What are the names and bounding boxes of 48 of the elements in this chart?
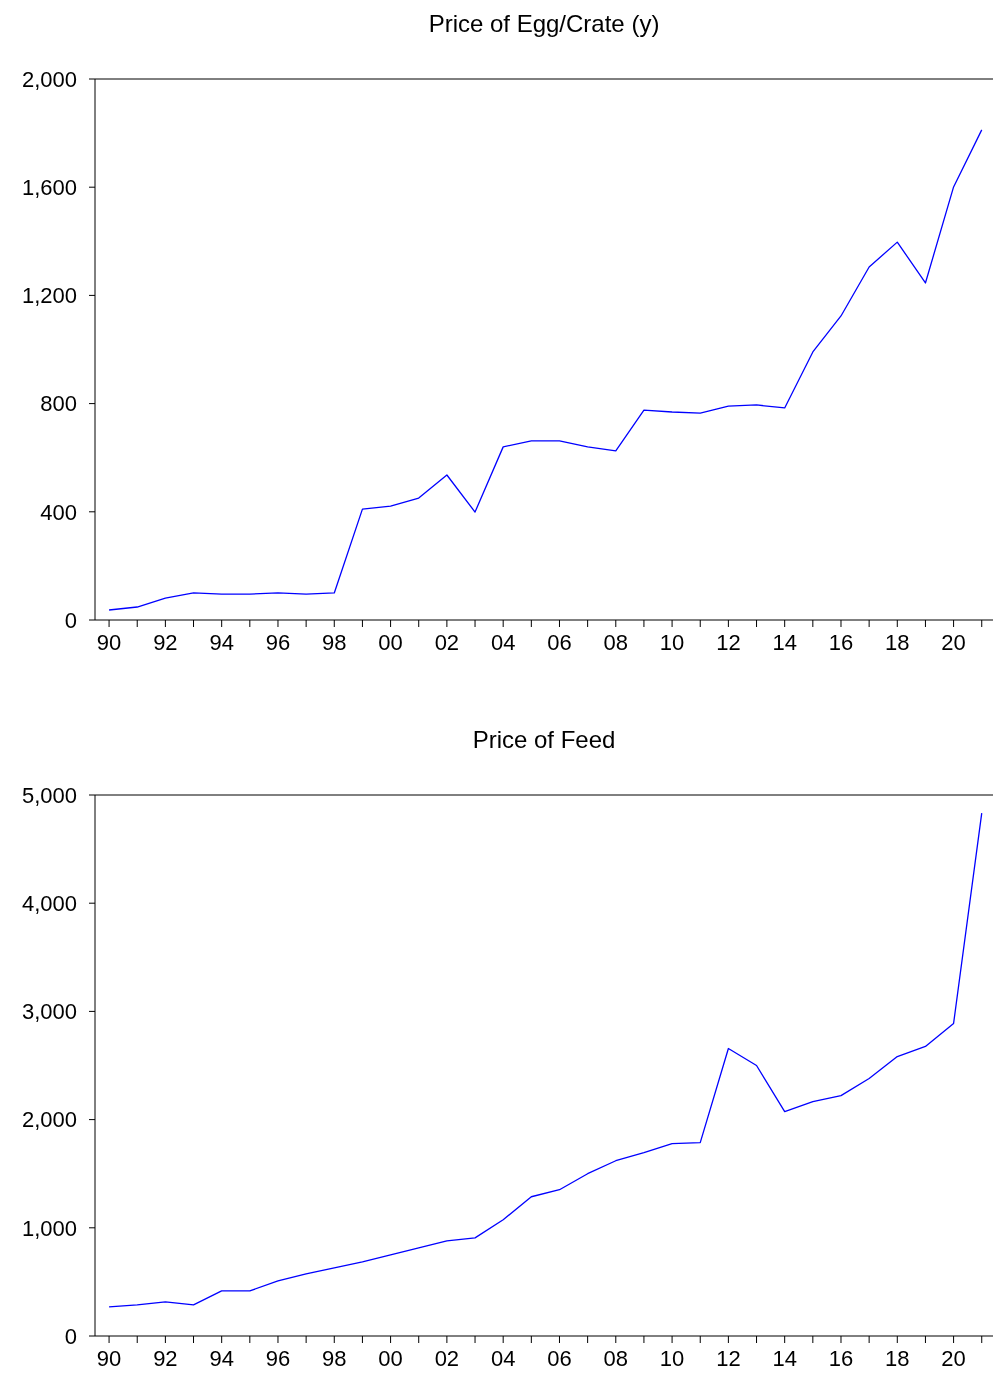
x-tick-label: 20 [941, 630, 966, 655]
line-series [108, 129, 983, 611]
line-series [108, 812, 983, 1308]
y-tick-label: 1,000 [21, 1215, 77, 1241]
x-tick-label: 12 [716, 630, 741, 655]
x-tick-label: 14 [772, 630, 797, 655]
x-tick-label: 06 [547, 630, 572, 655]
chart-title: Price of Egg/Crate (y) [428, 10, 660, 37]
x-tick-label: 02 [434, 630, 460, 655]
x-tick-label: 94 [209, 1346, 234, 1371]
x-tick-label: 04 [490, 630, 516, 655]
x-tick-label: 94 [209, 630, 234, 655]
x-tick-label: 90 [96, 630, 122, 655]
x-tick-label: 12 [716, 1346, 741, 1371]
y-tick-label: 2,000 [21, 66, 77, 92]
x-tick-label: 10 [659, 630, 685, 655]
y-tick-label: 0 [64, 1323, 77, 1349]
x-tick-label: 18 [885, 630, 910, 655]
y-tick-label: 3,000 [21, 999, 77, 1025]
x-tick-label: 96 [265, 1346, 291, 1371]
x-tick-label: 06 [547, 1346, 572, 1371]
y-tick-label: 5,000 [21, 782, 77, 808]
y-tick-label: 0 [64, 607, 77, 633]
x-tick-label: 16 [828, 1346, 854, 1371]
y-tick-label: 1,600 [21, 174, 77, 200]
x-tick-label: 00 [378, 1346, 403, 1371]
x-tick-label: 08 [603, 630, 629, 655]
y-tick-label: 800 [40, 391, 77, 417]
y-tick-label: 4,000 [21, 890, 77, 916]
y-tick-label: 1,200 [21, 283, 77, 309]
x-tick-label: 16 [828, 630, 854, 655]
y-tick-label: 2,000 [21, 1107, 77, 1133]
x-tick-label: 92 [153, 630, 178, 655]
y-tick-label: 400 [40, 499, 77, 525]
x-tick-label: 92 [153, 1346, 178, 1371]
x-tick-label: 98 [322, 630, 347, 655]
x-tick-label: 98 [322, 1346, 347, 1371]
x-tick-label: 14 [772, 1346, 797, 1371]
x-tick-label: 20 [941, 1346, 966, 1371]
x-tick-label: 04 [490, 1346, 516, 1371]
x-tick-label: 96 [265, 630, 291, 655]
x-tick-label: 08 [603, 1346, 629, 1371]
x-tick-label: 00 [378, 630, 403, 655]
x-tick-label: 18 [885, 1346, 910, 1371]
chart-title: Price of Feed [472, 726, 616, 753]
x-tick-label: 90 [96, 1346, 122, 1371]
x-tick-label: 02 [434, 1346, 460, 1371]
x-tick-label: 10 [659, 1346, 685, 1371]
